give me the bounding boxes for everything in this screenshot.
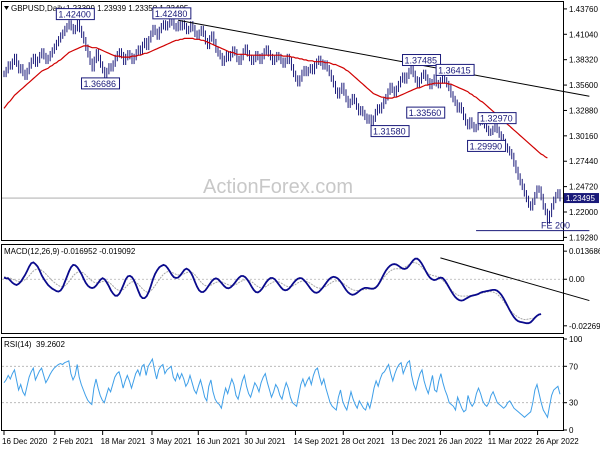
annotation-box — [152, 7, 192, 20]
fe200-label: FE 200 — [541, 221, 570, 231]
x-tick-label: 16 Dec 2020 — [2, 437, 48, 446]
rsi-tick-label: 0 — [569, 426, 574, 435]
annotation-label: 1.33560 — [409, 108, 442, 118]
annotation-box — [477, 112, 517, 125]
price-tick-label: 1.22000 — [569, 208, 598, 217]
current-price-tag — [564, 193, 599, 204]
macd-header: MACD(12,26,9) -0.016952 -0.019092 — [4, 247, 136, 256]
rsi-layer: 100 70 30 0 — [2, 335, 583, 435]
annotation-box — [55, 8, 95, 21]
price-tick-label: 1.27440 — [569, 157, 598, 166]
annotation-label: 1.29990 — [470, 141, 503, 151]
annotation-label: 1.31580 — [373, 127, 406, 137]
x-tick-label: 2 Feb 2021 — [53, 437, 94, 446]
annotation-label: 1.32970 — [480, 114, 513, 124]
price-tick-label: 1.19280 — [569, 233, 598, 242]
price-tick-label: 1.32880 — [569, 106, 598, 115]
annotation-box — [81, 77, 121, 90]
annotation-box — [406, 106, 446, 119]
price-title: GBPUSD,Daily — [11, 4, 65, 13]
dropdown-arrow-icon — [4, 6, 9, 10]
x-axis: 16 Dec 2020 2 Feb 2021 18 Mar 2021 3 May 20… — [2, 431, 579, 446]
annotation-box — [467, 139, 507, 152]
rsi-tick-label: 100 — [569, 335, 583, 344]
macd-title: MACD(12,26,9) — [4, 247, 60, 256]
rsi-value: 39.2602 — [36, 340, 65, 349]
price-tick-label: 1.41040 — [569, 30, 598, 39]
annotation-label: 1.42480 — [155, 9, 188, 19]
x-tick-label: 14 Sep 2021 — [293, 437, 339, 446]
rsi-tick-label: 70 — [569, 362, 578, 371]
price-tick-label: 1.24720 — [569, 183, 598, 192]
rsi-header: RSI(14) 39.2602 — [4, 340, 65, 349]
annotation-label: 1.36686 — [84, 79, 117, 89]
macd-layer: 0.013686 0.00 -0.022698 — [2, 247, 600, 331]
macd-tick-label: -0.022698 — [569, 322, 600, 331]
macd-tick-label: 0.013686 — [569, 247, 600, 256]
x-tick-label: 16 Jun 2021 — [196, 437, 241, 446]
annotation-box — [370, 125, 410, 138]
macd-values: -0.016952 -0.019092 — [61, 247, 136, 256]
moving-average-line — [3, 37, 548, 159]
annotation-box — [402, 54, 442, 67]
price-y-axis: 1.43760 1.41040 1.38320 1.35600 1.32880 1.301… — [2, 5, 599, 242]
rsi-line — [3, 357, 561, 419]
price-header: GBPUSD,Daily 1.23399 1.23939 1.23358 1.2… — [4, 4, 189, 13]
price-tick-label: 1.35600 — [569, 81, 598, 90]
x-tick-label: 3 May 2021 — [150, 437, 192, 446]
price-tick-label: 1.38320 — [569, 56, 598, 65]
price-ohlc: 1.23399 1.23939 1.23358 1.23495 — [66, 4, 189, 13]
price-tick-label: 1.43760 — [569, 5, 598, 14]
annotation-box — [435, 63, 475, 76]
x-tick-label: 26 Jan 2022 — [438, 437, 483, 446]
macd-line — [3, 257, 542, 325]
annotation-label: 1.42400 — [58, 10, 91, 20]
watermark: ActionForex.com — [203, 176, 353, 198]
current-price-label: 1.23495 — [566, 194, 595, 203]
rsi-tick-label: 30 — [569, 399, 578, 408]
macd-tick-label: 0.00 — [569, 275, 585, 284]
rsi-title: RSI(14) — [4, 340, 32, 349]
trendline-upper-resistance — [178, 19, 590, 97]
x-tick-label: 11 Mar 2022 — [488, 437, 533, 446]
annotation-label: 1.36415 — [438, 65, 471, 75]
x-tick-label: 13 Dec 2021 — [391, 437, 437, 446]
annotation-label: 1.37485 — [405, 56, 438, 66]
macd-trendline — [440, 257, 590, 302]
x-tick-label: 28 Oct 2021 — [341, 437, 385, 446]
x-tick-label: 26 Apr 2022 — [536, 437, 580, 446]
rsi-panel-frame — [1, 337, 564, 431]
x-tick-label: 18 Mar 2021 — [101, 437, 146, 446]
price-tick-label: 1.30160 — [569, 132, 598, 141]
x-tick-label: 30 Jul 2021 — [244, 437, 286, 446]
